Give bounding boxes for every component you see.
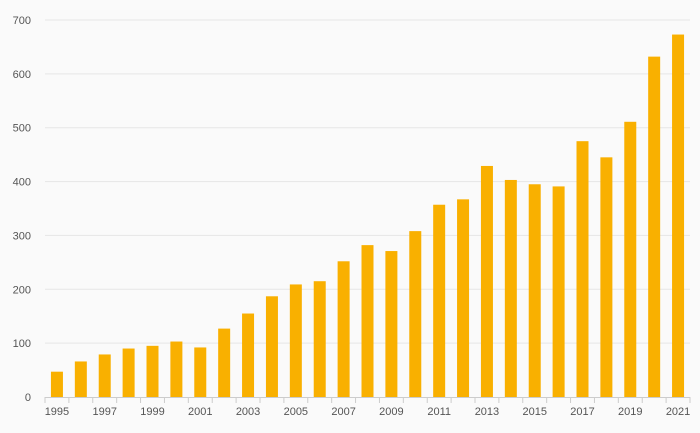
x-tick-label: 2009 [379, 406, 403, 418]
bar-2006 [313, 281, 326, 397]
bars [50, 34, 685, 397]
grid-lines [45, 19, 690, 344]
y-tick-label: 700 [13, 15, 31, 27]
bar-2017 [576, 141, 589, 397]
bar-1999 [146, 345, 159, 397]
bar-2016 [552, 186, 565, 397]
bar-2010 [409, 231, 422, 397]
bar-2008 [361, 245, 374, 397]
x-tick-label: 2007 [331, 406, 355, 418]
bar-2004 [265, 296, 278, 397]
bar-2002 [218, 328, 231, 397]
bar-2021 [672, 34, 685, 397]
x-tick-label: 2017 [570, 406, 594, 418]
bar-1996 [74, 361, 87, 397]
x-tick-label: 1995 [45, 406, 69, 418]
bar-1997 [98, 354, 111, 397]
y-tick-label: 0 [25, 392, 31, 404]
bar-1998 [122, 348, 135, 397]
x-tick-label: 2015 [522, 406, 546, 418]
bar-2005 [289, 284, 302, 397]
x-tick-label: 2011 [427, 406, 451, 418]
x-tick-label: 1997 [92, 406, 116, 418]
bar-2009 [385, 251, 398, 397]
bar-2013 [480, 165, 493, 397]
bar-2011 [433, 204, 446, 397]
bar-1995 [50, 371, 63, 397]
bar-2001 [194, 347, 207, 397]
bar-2003 [242, 313, 255, 397]
x-tick-label: 2013 [475, 406, 499, 418]
x-tick-label: 2003 [236, 406, 260, 418]
bar-2020 [648, 56, 661, 397]
bar-2019 [624, 121, 637, 397]
y-tick-label: 100 [13, 338, 31, 350]
x-tick-label: 2005 [284, 406, 308, 418]
bar-2018 [600, 157, 613, 397]
x-tick-label: 2001 [188, 406, 212, 418]
bar-2014 [504, 179, 517, 397]
bar-2000 [170, 341, 183, 397]
x-tick-label: 1999 [140, 406, 164, 418]
bar-2007 [337, 261, 350, 397]
x-tick-label: 2021 [666, 406, 690, 418]
x-tick-label: 2019 [618, 406, 642, 418]
x-axis-ticks [44, 397, 691, 403]
y-tick-label: 200 [13, 284, 31, 296]
y-tick-label: 600 [13, 69, 31, 81]
y-tick-label: 400 [13, 177, 31, 189]
y-axis-labels: 0 100 200 300 400 500 600 700 [13, 15, 31, 404]
x-axis-labels: 1995 1997 1999 2001 2003 2005 2007 2009 2011 2013… [45, 406, 691, 418]
y-tick-label: 300 [13, 230, 31, 242]
y-tick-label: 500 [13, 123, 31, 135]
bar-2012 [457, 199, 470, 397]
bar-2015 [528, 184, 541, 397]
